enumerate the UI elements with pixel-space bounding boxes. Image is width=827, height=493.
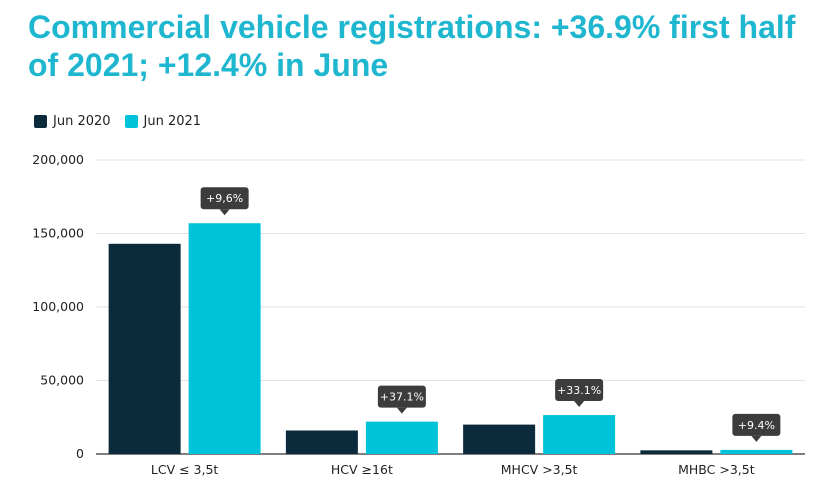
x-tick-label: MHBC >3,5t [678,462,755,477]
annotation-bubble [377,385,426,408]
bar-jun-2021 [188,223,261,454]
legend-item-jun-2021: Jun 2021 [124,114,202,129]
annotation-pointer [574,401,585,408]
annotation-pointer [396,407,407,414]
legend-item-jun-2020: Jun 2020 [34,114,111,129]
legend-swatch-jun-2020 [34,115,47,128]
bar-jun-2020 [285,430,358,454]
annotation-bubble [732,413,781,436]
legend-swatch-jun-2021 [124,115,138,128]
annotation-bubble [200,187,249,210]
x-tick-label: LCV ≤ 3,5t [151,462,219,477]
bar-jun-2020 [108,243,181,454]
y-tick-label: 150,000 [32,226,84,241]
annotation-bubble [555,379,604,402]
chart-title: Commercial vehicle registrations: +36.9%… [28,9,796,83]
annotation-label: +37.1% [380,391,424,404]
bar-jun-2020 [463,424,536,454]
y-tick-label: 200,000 [32,152,84,167]
annotation-pointer [751,435,762,442]
annotation-pointer [219,209,230,216]
annotation-label: +9,6% [206,192,243,205]
bar-jun-2021 [365,421,438,454]
legend-label-jun-2021: Jun 2021 [143,114,202,129]
x-tick-label: HCV ≥16t [331,462,393,477]
y-tick-label: 100,000 [32,299,84,314]
bar-jun-2021 [720,449,793,454]
annotation-label: +9.4% [738,419,775,432]
y-tick-label: 50,000 [40,373,84,388]
annotation-label: +33.1% [557,384,601,397]
x-tick-label: MHCV >3,5t [501,462,578,477]
legend-label-jun-2020: Jun 2020 [53,114,111,129]
bar-jun-2020 [640,450,713,454]
bar-jun-2021 [543,415,616,454]
legend: Jun 2020 Jun 2021 [34,114,201,129]
y-tick-label: 0 [76,446,84,461]
